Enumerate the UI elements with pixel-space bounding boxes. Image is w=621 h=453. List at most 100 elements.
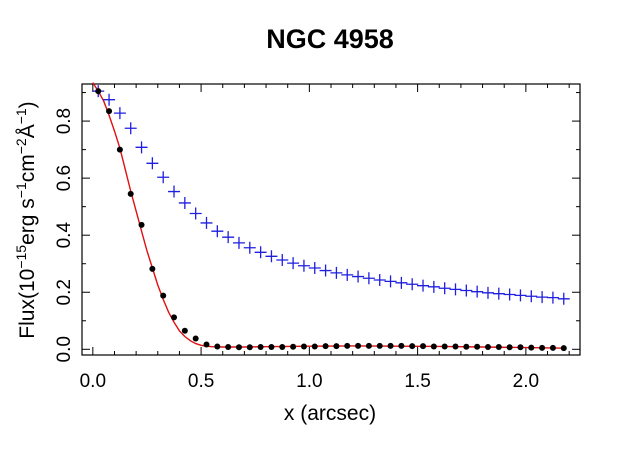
plus-point (384, 275, 397, 288)
plus-point (157, 171, 170, 184)
plus-point (103, 93, 116, 106)
dot-point (268, 344, 275, 351)
dot-point (376, 342, 383, 349)
dot-point (290, 343, 297, 350)
fit-line-layer (92, 82, 564, 349)
plot-frame (81, 83, 581, 356)
dot-point (311, 343, 318, 350)
dot-point (203, 341, 210, 348)
plus-point (276, 254, 289, 267)
dot-point (539, 344, 546, 351)
plus-point (243, 241, 256, 254)
y-label-prefix: Flux(10 (16, 269, 39, 339)
dot-point (149, 265, 156, 272)
y-label-exp2: −1 (13, 182, 29, 198)
x-tick-label: 0.0 (80, 371, 106, 392)
x-tick-label: 1.0 (296, 371, 322, 392)
y-label-exp4: −1 (13, 108, 29, 124)
plus-point (178, 196, 191, 209)
plus-point (211, 225, 224, 238)
dot-point (409, 343, 416, 350)
y-label-mid1: erg s (16, 198, 39, 245)
dot-point (300, 343, 307, 350)
plus-point (525, 290, 538, 303)
y-tick-label: 0.4 (54, 222, 75, 249)
dot-point (192, 335, 199, 342)
plus-point (427, 280, 440, 293)
dot-point (430, 343, 437, 350)
dot-point (441, 343, 448, 350)
y-label-exp3: −2 (13, 138, 29, 154)
plus-point (406, 278, 419, 291)
fit-line (92, 82, 564, 349)
plus-point (189, 207, 202, 220)
plus-point (395, 276, 408, 289)
plus-point (200, 216, 213, 229)
plus-point (503, 288, 516, 301)
dot-point (160, 292, 167, 299)
plus-point (352, 270, 365, 283)
dot-point (549, 344, 556, 351)
dot-point (214, 343, 221, 350)
dot-point (95, 88, 102, 95)
plus-point (319, 264, 332, 277)
dot-point (106, 108, 113, 115)
dot-point (560, 345, 567, 352)
dot-point (355, 342, 362, 349)
dot-point (474, 343, 481, 350)
dot-point (116, 146, 123, 153)
dot-point (344, 342, 351, 349)
plus-point (449, 283, 462, 296)
dot-point (235, 344, 242, 351)
plus-point (232, 236, 245, 249)
plus-point (297, 259, 310, 272)
plus-point (168, 185, 181, 198)
y-tick-label: 0.8 (54, 108, 75, 134)
dot-point (420, 343, 427, 350)
plus-point (146, 157, 159, 170)
plus-point (124, 122, 137, 135)
chart-title: NGC 4958 (266, 24, 394, 54)
plus-point (362, 272, 375, 285)
plus-point (438, 282, 451, 295)
y-tick-label: 0.6 (54, 165, 75, 191)
dot-point (181, 327, 188, 334)
y-tick-label: 0.0 (54, 336, 75, 362)
plus-point (265, 250, 278, 263)
dot-point (127, 190, 134, 197)
dot-point (463, 343, 470, 350)
plus-point (546, 291, 559, 304)
y-label-exp1: −15 (13, 245, 29, 269)
plus-point (287, 257, 300, 270)
dot-point (322, 343, 329, 350)
dot-series-layer (95, 88, 567, 352)
axes-frame (81, 83, 581, 356)
plus-point (308, 261, 321, 274)
plus-point (557, 292, 570, 305)
y-label-mid2: cm (16, 154, 39, 182)
dot-point (387, 342, 394, 349)
plus-point (341, 268, 354, 281)
plus-point (222, 231, 235, 244)
dot-point (279, 344, 286, 351)
plus-point (113, 107, 126, 120)
dot-point (138, 221, 145, 228)
plus-point (373, 273, 386, 286)
y-label-suffix: ) (16, 101, 39, 108)
y-tick-label: 0.2 (54, 279, 75, 305)
plus-point (536, 291, 549, 304)
dot-point (257, 344, 264, 351)
plus-point (330, 266, 343, 279)
dot-point (452, 343, 459, 350)
plus-point (254, 246, 267, 259)
plus-point (135, 141, 148, 154)
x-axis-label: x (arcsec) (284, 402, 376, 425)
dot-point (506, 344, 513, 351)
dot-point (517, 344, 524, 351)
dot-point (528, 344, 535, 351)
x-tick-label: 1.5 (404, 371, 430, 392)
dot-point (225, 344, 232, 351)
plus-series-layer (92, 85, 570, 305)
dot-point (495, 344, 502, 351)
